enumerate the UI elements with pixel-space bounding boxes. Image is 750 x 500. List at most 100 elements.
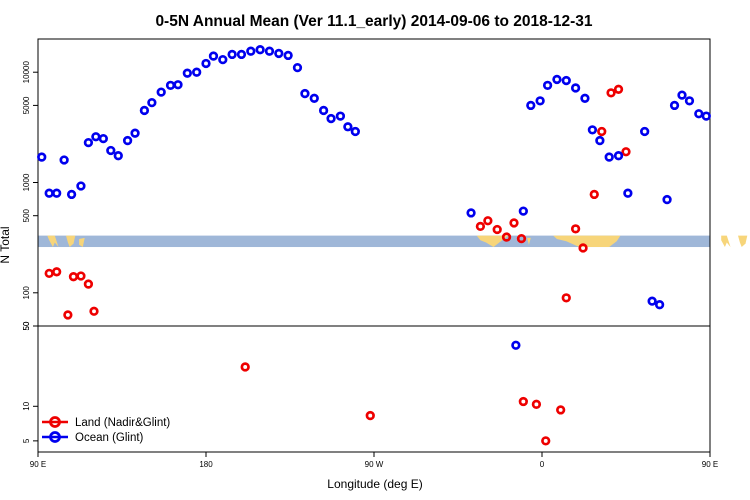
map-land-0: [47, 235, 59, 247]
land-series: [44, 84, 631, 446]
map-land-1: [66, 235, 76, 247]
x-tick-label: 0: [540, 460, 545, 469]
ocean-point: [669, 100, 680, 111]
ocean-point: [526, 100, 536, 111]
ocean-point: [511, 340, 521, 350]
x-tick-label: 90 E: [702, 460, 718, 469]
x-axis: 90 E 180 90 W 0 90 E: [30, 452, 718, 469]
land-point: [613, 84, 624, 94]
land-point: [518, 396, 528, 407]
land-point: [492, 224, 502, 235]
ocean-point: [66, 189, 77, 200]
land-point: [509, 218, 519, 228]
legend-ocean-label: Ocean (Glint): [75, 432, 144, 444]
ocean-point: [83, 137, 94, 148]
y-tick-label: 10000: [22, 61, 31, 84]
ocean-point: [580, 93, 590, 103]
map-land-3: [476, 235, 509, 247]
upper-y-axis: 50 100 500 1000 5000 10000: [22, 61, 38, 330]
y-tick-label: 100: [22, 286, 31, 300]
ocean-point: [76, 181, 86, 191]
land-point: [365, 410, 375, 421]
ocean-point: [623, 188, 633, 198]
ocean-point: [113, 151, 123, 161]
land-point: [561, 293, 571, 303]
land-point: [516, 233, 527, 244]
ocean-point: [640, 126, 650, 137]
ocean-point: [255, 45, 265, 55]
ocean-point: [318, 105, 329, 116]
legend-entry-land: Land (Nadir&Glint): [42, 416, 170, 429]
map-land-4: [527, 237, 531, 245]
legend: Land (Nadir&Glint) Ocean (Glint): [42, 416, 170, 444]
ocean-point: [182, 68, 192, 78]
ocean-point: [156, 87, 166, 97]
chart-title: 0-5N Annual Mean (Ver 11.1_early) 2014-0…: [155, 13, 592, 30]
ocean-point: [106, 145, 116, 156]
ocean-point: [292, 62, 303, 73]
land-point: [240, 362, 250, 372]
ocean-point: [52, 188, 62, 198]
ocean-point: [587, 125, 598, 135]
ocean-point: [147, 97, 157, 108]
y-tick-label: 5000: [22, 96, 31, 114]
land-point: [52, 267, 62, 277]
ocean-point: [613, 151, 624, 161]
ocean-point: [274, 48, 284, 59]
land-point: [541, 436, 551, 446]
lower-y-axis: 5 10 50: [22, 321, 38, 443]
y-tick-label: 50: [22, 321, 31, 330]
land-point: [89, 306, 99, 316]
ocean-point: [552, 74, 562, 85]
land-point: [76, 271, 86, 281]
ocean-point: [694, 109, 704, 119]
ocean-point: [677, 90, 687, 100]
land-point: [606, 88, 616, 98]
ocean-point: [300, 88, 310, 99]
ocean-point: [309, 93, 319, 103]
ocean-point: [326, 113, 336, 124]
ocean-point: [130, 128, 140, 138]
ocean-point: [173, 80, 183, 90]
ocean-point: [208, 51, 219, 61]
ocean-point: [37, 152, 47, 162]
ocean-point: [701, 111, 711, 121]
legend-land-label: Land (Nadir&Glint): [75, 417, 170, 429]
map-land-6: [721, 235, 731, 247]
legend-land-marker: [49, 416, 61, 428]
ocean-point: [466, 208, 476, 218]
land-point: [531, 399, 542, 409]
land-point: [483, 216, 493, 226]
land-point: [501, 232, 512, 242]
ocean-point: [335, 111, 346, 121]
land-point: [556, 405, 566, 415]
ocean-point: [662, 194, 672, 205]
ocean-point: [98, 133, 108, 144]
ocean-point: [59, 155, 69, 165]
land-point: [83, 279, 94, 289]
ocean-point: [236, 49, 247, 60]
ocean-point: [542, 80, 553, 90]
y-axis-label: N Total: [0, 226, 12, 263]
ocean-point: [343, 122, 353, 132]
x-axis-label: Longitude (deg E): [327, 477, 422, 491]
ocean-point: [570, 83, 581, 93]
map-land-5: [553, 235, 621, 247]
land-point: [63, 310, 73, 320]
land-point: [570, 224, 581, 234]
ocean-point: [595, 135, 605, 146]
ocean-point: [535, 96, 545, 106]
ocean-series: [37, 45, 711, 350]
x-tick-label: 90 E: [30, 460, 46, 469]
land-point: [578, 243, 588, 253]
x-tick-label: 90 W: [365, 460, 384, 469]
ocean-point: [647, 296, 657, 306]
y-tick-label: 10: [22, 401, 31, 410]
ocean-point: [122, 135, 133, 146]
ocean-point: [684, 96, 695, 106]
y-tick-label: 500: [22, 208, 31, 222]
ocean-point: [201, 58, 211, 69]
legend-entry-ocean: Ocean (Glint): [42, 431, 144, 444]
